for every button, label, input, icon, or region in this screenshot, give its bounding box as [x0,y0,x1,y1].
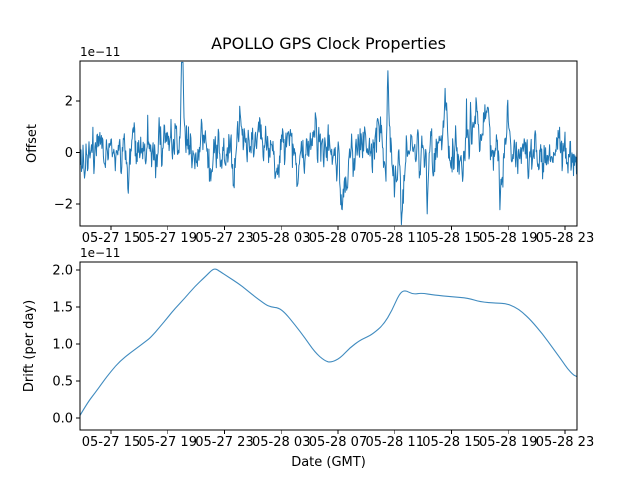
y-axis-label-offset: Offset [25,124,40,163]
drift-series-line [79,268,578,417]
offset-series-line [79,61,578,226]
x-tick-label: 05-27 19 [139,435,197,450]
x-tick-label: 05-28 15 [422,231,480,246]
y-tick-label: 0.5 [52,375,73,390]
x-tick-label: 05-28 03 [252,231,310,246]
y-tick-label: 0.0 [52,412,73,427]
y-tick-label: 2.0 [52,264,73,279]
x-tick-label: 05-28 23 [536,435,594,450]
x-tick-label: 05-27 23 [195,435,253,450]
y-tick-label: 1.0 [52,338,73,353]
x-tick-label: 05-27 19 [139,231,197,246]
x-axis-label: Date (GMT) [291,455,366,470]
x-tick-label: 05-28 19 [479,231,537,246]
axes-spines [79,261,578,431]
x-tick-label: 05-28 15 [422,435,480,450]
x-tick-label: 05-28 07 [309,231,367,246]
x-tick-label: 05-27 15 [82,231,140,246]
y-tick-label: 1.5 [52,301,73,316]
x-tick-label: 05-28 11 [366,435,424,450]
x-tick-label: 05-28 23 [536,231,594,246]
y-axis-label-drift: Drift (per day) [22,300,37,392]
offset-scale-label-top: 1e−11 [80,45,120,59]
x-tick-label: 05-28 03 [252,435,310,450]
chart-title: APOLLO GPS Clock Properties [211,34,446,53]
y-tick-label: 0 [65,146,73,161]
axes-spines [79,60,578,227]
x-tick-label: 05-27 15 [82,435,140,450]
offset-scale-label-bottom: 1e−11 [80,246,120,260]
y-tick-label: −2 [54,198,73,213]
x-tick-label: 05-27 23 [195,231,253,246]
x-tick-label: 05-28 19 [479,435,537,450]
figure-text: APOLLO GPS Clock Properties 1e−11 1e−11 … [22,34,446,470]
y-tick-label: 2 [65,95,73,110]
x-tick-label: 05-28 07 [309,435,367,450]
x-tick-label: 05-28 11 [366,231,424,246]
